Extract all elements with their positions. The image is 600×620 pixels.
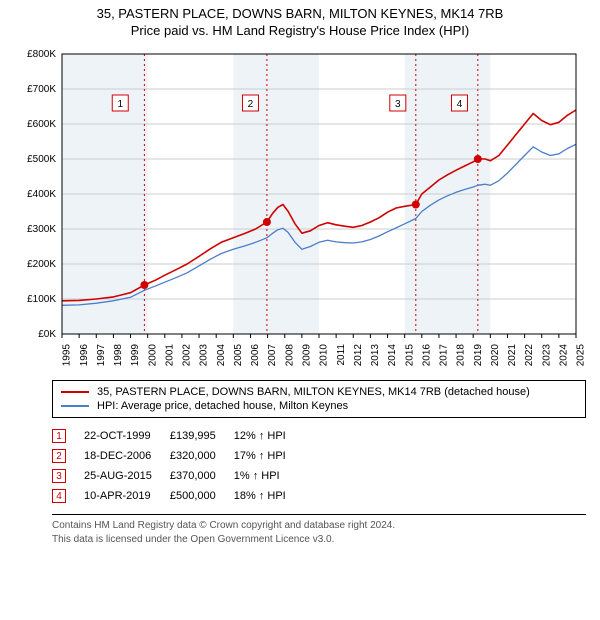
sale-marker: 1 [52,426,84,446]
svg-text:2008: 2008 [284,344,295,367]
svg-text:2005: 2005 [233,344,244,367]
legend-label: 35, PASTERN PLACE, DOWNS BARN, MILTON KE… [97,386,530,398]
svg-text:2: 2 [248,99,254,110]
svg-text:2023: 2023 [541,344,552,367]
sale-pct: 12% ↑ HPI [234,426,304,446]
legend-row: HPI: Average price, detached house, Milt… [61,399,577,413]
legend-label: HPI: Average price, detached house, Milt… [97,400,348,412]
sale-price: £139,995 [170,426,234,446]
sale-pct: 18% ↑ HPI [234,486,304,506]
sale-marker: 2 [52,446,84,466]
svg-text:1995: 1995 [62,344,73,367]
svg-text:1998: 1998 [113,344,124,367]
svg-text:1999: 1999 [130,344,141,367]
svg-text:3: 3 [395,99,401,110]
legend: 35, PASTERN PLACE, DOWNS BARN, MILTON KE… [52,380,586,418]
svg-text:1: 1 [117,99,123,110]
svg-text:2012: 2012 [353,344,364,367]
sale-date: 22-OCT-1999 [84,426,170,446]
svg-text:£800K: £800K [27,49,56,60]
svg-text:2018: 2018 [456,344,467,367]
svg-text:2020: 2020 [490,344,501,367]
svg-text:2025: 2025 [576,344,587,367]
sale-price: £370,000 [170,466,234,486]
svg-text:2021: 2021 [507,344,518,367]
sale-row: 122-OCT-1999£139,99512% ↑ HPI [52,426,304,446]
svg-text:2002: 2002 [182,344,193,367]
sale-marker: 3 [52,466,84,486]
footer-line2: This data is licensed under the Open Gov… [52,533,586,547]
title-block: 35, PASTERN PLACE, DOWNS BARN, MILTON KE… [0,6,600,38]
title-main: 35, PASTERN PLACE, DOWNS BARN, MILTON KE… [0,6,600,21]
sale-row: 325-AUG-2015£370,0001% ↑ HPI [52,466,304,486]
footer: Contains HM Land Registry data © Crown c… [52,514,586,546]
legend-row: 35, PASTERN PLACE, DOWNS BARN, MILTON KE… [61,385,577,399]
sale-pct: 17% ↑ HPI [234,446,304,466]
footer-line1: Contains HM Land Registry data © Crown c… [52,519,586,533]
legend-swatch [61,405,89,407]
svg-text:2015: 2015 [404,344,415,367]
svg-text:1997: 1997 [96,344,107,367]
sale-pct: 1% ↑ HPI [234,466,304,486]
sale-date: 18-DEC-2006 [84,446,170,466]
svg-text:2004: 2004 [216,344,227,367]
sale-price: £500,000 [170,486,234,506]
svg-text:2007: 2007 [267,344,278,367]
svg-text:2009: 2009 [302,344,313,367]
sale-price: £320,000 [170,446,234,466]
svg-text:2010: 2010 [319,344,330,367]
sale-row: 410-APR-2019£500,00018% ↑ HPI [52,486,304,506]
svg-text:1996: 1996 [79,344,90,367]
svg-text:£100K: £100K [27,294,56,305]
svg-text:2024: 2024 [559,344,570,367]
sale-date: 10-APR-2019 [84,486,170,506]
svg-text:£200K: £200K [27,259,56,270]
svg-text:2019: 2019 [473,344,484,367]
legend-swatch [61,391,89,393]
chart-area: £0K £100K £200K £300K £400K £500K £600K £700K £8… [10,44,590,374]
svg-text:2011: 2011 [336,344,347,366]
svg-text:4: 4 [457,99,463,110]
sale-date: 25-AUG-2015 [84,466,170,486]
svg-text:£500K: £500K [27,154,56,165]
sale-marker: 4 [52,486,84,506]
svg-text:£700K: £700K [27,84,56,95]
svg-text:£0K: £0K [38,329,56,340]
svg-text:£300K: £300K [27,224,56,235]
svg-text:2001: 2001 [164,344,175,367]
price-chart: £0K £100K £200K £300K £400K £500K £600K £700K £8… [10,44,590,374]
svg-text:2016: 2016 [421,344,432,367]
title-sub: Price paid vs. HM Land Registry's House … [0,23,600,38]
chart-container: 35, PASTERN PLACE, DOWNS BARN, MILTON KE… [0,0,600,552]
svg-text:2013: 2013 [370,344,381,367]
svg-text:2003: 2003 [199,344,210,367]
sales-table: 122-OCT-1999£139,99512% ↑ HPI218-DEC-200… [52,426,586,506]
svg-text:2006: 2006 [250,344,261,367]
svg-text:2014: 2014 [387,344,398,367]
svg-text:£600K: £600K [27,119,56,130]
svg-text:2000: 2000 [147,344,158,367]
svg-text:£400K: £400K [27,189,56,200]
sale-row: 218-DEC-2006£320,00017% ↑ HPI [52,446,304,466]
svg-text:2017: 2017 [439,344,450,367]
svg-text:2022: 2022 [524,344,535,367]
